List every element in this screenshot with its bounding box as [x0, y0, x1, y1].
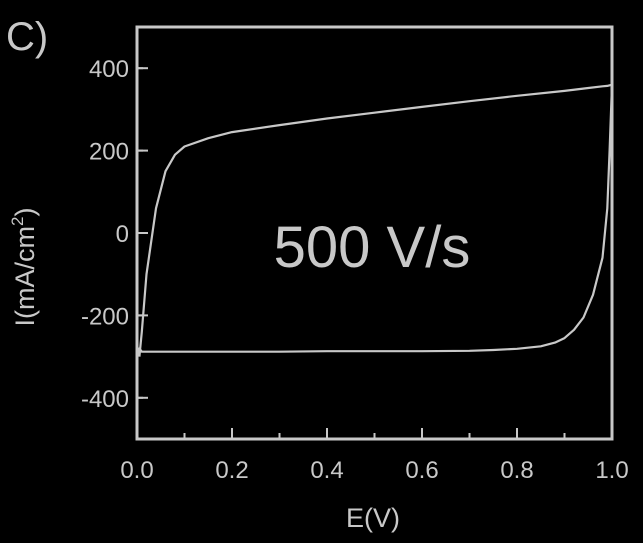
x-tick-label: 0.8 — [500, 457, 533, 484]
x-tick-label: 0.4 — [310, 457, 343, 484]
y-tick-label: 400 — [89, 56, 129, 83]
y-tick-label: -200 — [81, 303, 129, 330]
x-tick-label: 0.6 — [405, 457, 438, 484]
x-axis-tick-labels: 0.0 0.2 0.4 0.6 0.8 1.0 — [120, 457, 628, 484]
series-line — [138, 83, 614, 357]
y-tick-label: 0 — [116, 221, 129, 248]
panel-label: C) — [6, 15, 48, 59]
y-axis-title-main: I(mA/cm — [10, 226, 40, 327]
scan-rate-annotation: 500 V/s — [274, 215, 471, 280]
y-axis-title: I(mA/cm2) — [8, 208, 40, 327]
y-axis-title-tail: ) — [10, 208, 40, 217]
x-tick-label: 0.2 — [215, 457, 248, 484]
y-axis-tick-labels: -400 -200 0 200 400 — [81, 56, 129, 413]
x-tick-label: 1.0 — [595, 457, 628, 484]
y-axis-title-sup: 2 — [8, 217, 27, 226]
y-tick-label: 200 — [89, 139, 129, 166]
x-axis-ticks — [136, 428, 613, 439]
x-axis-title: E(V) — [346, 503, 400, 533]
x-tick-label: 0.0 — [120, 457, 153, 484]
y-tick-label: -400 — [81, 386, 129, 413]
